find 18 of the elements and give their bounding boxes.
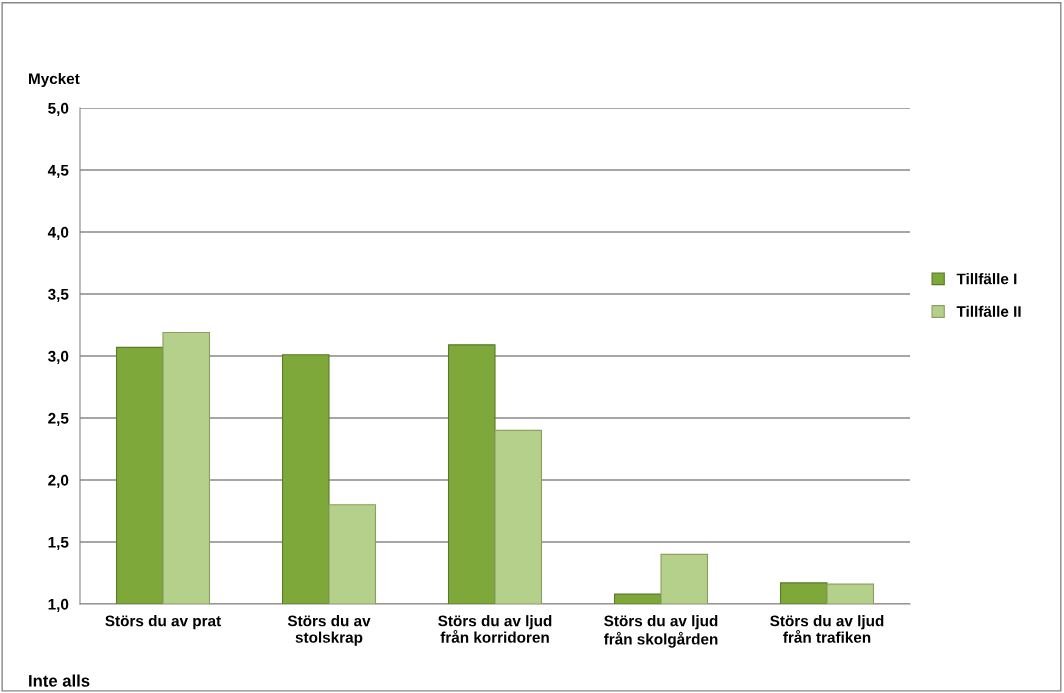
y-tick-label: 5,0 (48, 102, 69, 116)
x-tick-label: Störs du av stolskrap (287, 615, 371, 646)
y-tick-label: 2,0 (48, 474, 69, 488)
x-tick-label: Störs du av prat (105, 615, 221, 630)
x-tick-label: Störs du av ljud från korridoren (438, 615, 552, 643)
text: Mycket (29, 72, 80, 88)
x-tick-label: Störs du av ljud från trafiken (770, 615, 884, 643)
legend-label: Tillfälle II (956, 305, 1021, 317)
x-tick-label: Störs du av ljud från skolgården (603, 615, 718, 648)
y-tick-label: 1,5 (48, 537, 69, 550)
y-tick-label: 2,5 (48, 412, 69, 426)
legend-label: Tillfälle I (956, 273, 1017, 285)
y-tick-label: 4,0 (47, 226, 69, 240)
y-tick-label: 3,5 (48, 288, 69, 302)
y-tick-label: 1,0 (48, 598, 69, 612)
y-tick-label: 3,0 (48, 350, 69, 364)
y-tick-label: 4,5 (47, 165, 69, 178)
text: Inte alls (29, 674, 90, 687)
